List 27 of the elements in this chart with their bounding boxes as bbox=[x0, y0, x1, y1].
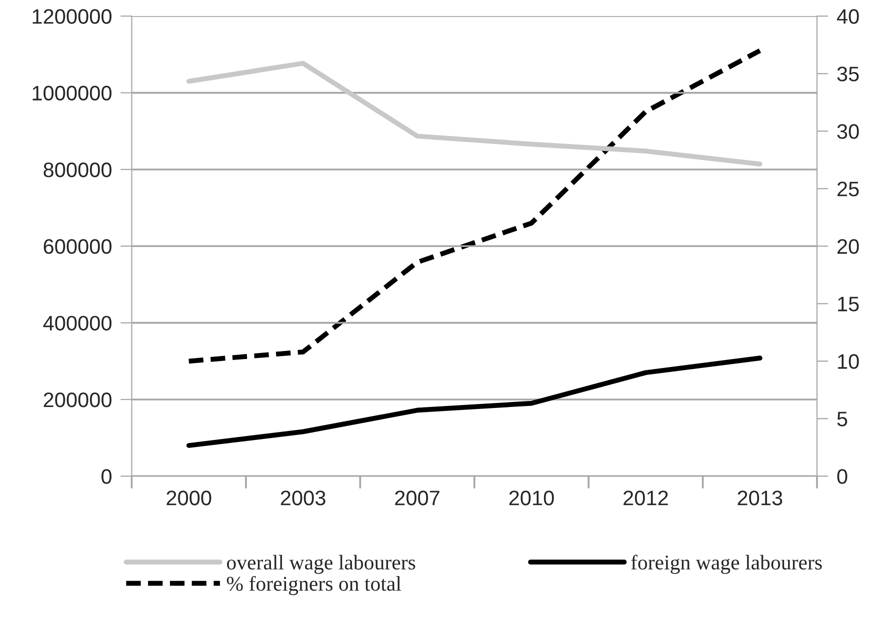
y2-tick-label: 10 bbox=[838, 354, 859, 369]
y2-tick-label: 0 bbox=[837, 469, 848, 484]
y-tick-label: 800000 bbox=[44, 162, 112, 178]
y2-tick-label: 30 bbox=[837, 124, 859, 139]
y2-tick-label: 5 bbox=[837, 412, 848, 426]
line-series bbox=[186, 356, 762, 448]
legend-label: % foreigners on total bbox=[226, 576, 402, 596]
x-tick-label: 2010 bbox=[509, 490, 554, 506]
y2-tick-label: 15 bbox=[838, 296, 859, 312]
x-tick-label: 2012 bbox=[624, 490, 668, 506]
y-tick-label: 0 bbox=[102, 469, 112, 484]
y2-tick-label: 20 bbox=[838, 239, 859, 254]
y-tick-label: 1200000 bbox=[32, 9, 112, 24]
y-tick-label: 200000 bbox=[44, 392, 112, 408]
y-tick-label: 1000000 bbox=[32, 86, 112, 101]
legend-label: overall wage labourers bbox=[226, 554, 416, 574]
y-tick-label: 400000 bbox=[43, 316, 112, 331]
y2-tick-label: 35 bbox=[837, 66, 859, 82]
x-tick-label: 2007 bbox=[395, 490, 440, 506]
line-series bbox=[186, 60, 762, 167]
x-tick-label: 2000 bbox=[166, 490, 212, 506]
legend-label: foreign wage labourers bbox=[631, 554, 822, 574]
x-tick-label: 2003 bbox=[280, 490, 326, 506]
y2-tick-label: 40 bbox=[836, 9, 859, 24]
y2-tick-label: 25 bbox=[838, 182, 859, 196]
y-tick-label: 600000 bbox=[44, 239, 112, 254]
x-tick-label: 2013 bbox=[738, 490, 782, 506]
